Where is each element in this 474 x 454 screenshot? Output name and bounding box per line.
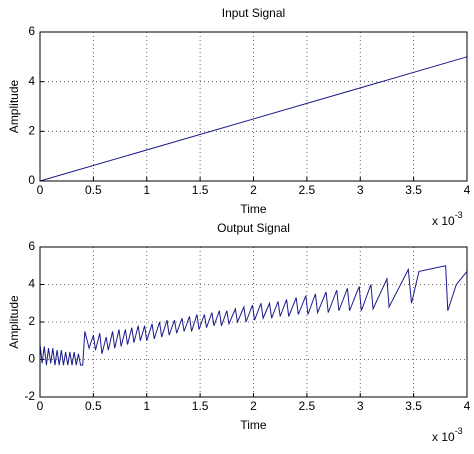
x-tick-label: 2 <box>250 399 257 413</box>
y-tick-label: 0 <box>28 352 35 366</box>
x-tick-label: 0.5 <box>85 183 102 197</box>
x-tick-label: 3 <box>357 399 364 413</box>
y-tick-label: 2 <box>28 314 35 328</box>
y-tick-label: 6 <box>28 239 35 253</box>
y-tick-label: 6 <box>28 24 35 38</box>
x-tick-label: 0 <box>37 399 44 413</box>
x-tick-label: 3.5 <box>405 399 422 413</box>
x-tick-label: 2.5 <box>299 399 316 413</box>
y-axis-label: Amplitude <box>7 80 21 134</box>
x-tick-label: 1 <box>143 183 150 197</box>
y-tick-label: 0 <box>28 173 35 187</box>
y-axis-label: Amplitude <box>7 295 21 349</box>
x-tick-label: 3 <box>357 183 364 197</box>
x-exponent: x 10-3 <box>432 426 463 444</box>
chart-title: Input Signal <box>222 6 285 20</box>
y-tick-label: 4 <box>28 277 35 291</box>
x-tick-label: 2.5 <box>299 183 316 197</box>
signal-line <box>39 265 468 366</box>
exponent-base: x 10 <box>432 214 455 228</box>
x-exponent: x 10-3 <box>432 210 463 228</box>
x-tick-label: 4 <box>464 399 471 413</box>
x-tick-label: 4 <box>464 183 471 197</box>
y-tick-label: 2 <box>28 124 35 138</box>
exponent-base: x 10 <box>432 430 455 444</box>
x-axis-label: Time <box>240 418 267 432</box>
x-tick-label: 1 <box>143 399 150 413</box>
chart-title: Output Signal <box>217 221 290 235</box>
exponent-power: -3 <box>455 210 463 220</box>
x-tick-label: 2 <box>250 183 257 197</box>
axes-box <box>39 31 468 182</box>
x-axis-label: Time <box>240 202 267 216</box>
y-tick-label: -2 <box>24 389 35 403</box>
signal-line <box>39 56 468 182</box>
x-tick-label: 0 <box>37 183 44 197</box>
x-tick-label: 1.5 <box>192 183 209 197</box>
plot-area <box>40 32 467 181</box>
x-tick-label: 1.5 <box>192 399 209 413</box>
x-tick-label: 3.5 <box>405 183 422 197</box>
exponent-power: -3 <box>455 426 463 436</box>
axes-box <box>39 246 468 398</box>
x-tick-label: 0.5 <box>85 399 102 413</box>
axes: 0 0.5 1 1.5 2 2.5 3 3.5 4 0 2 4 6 Input Signal Time Amp… <box>7 6 470 228</box>
y-tick-label: 4 <box>28 74 35 88</box>
